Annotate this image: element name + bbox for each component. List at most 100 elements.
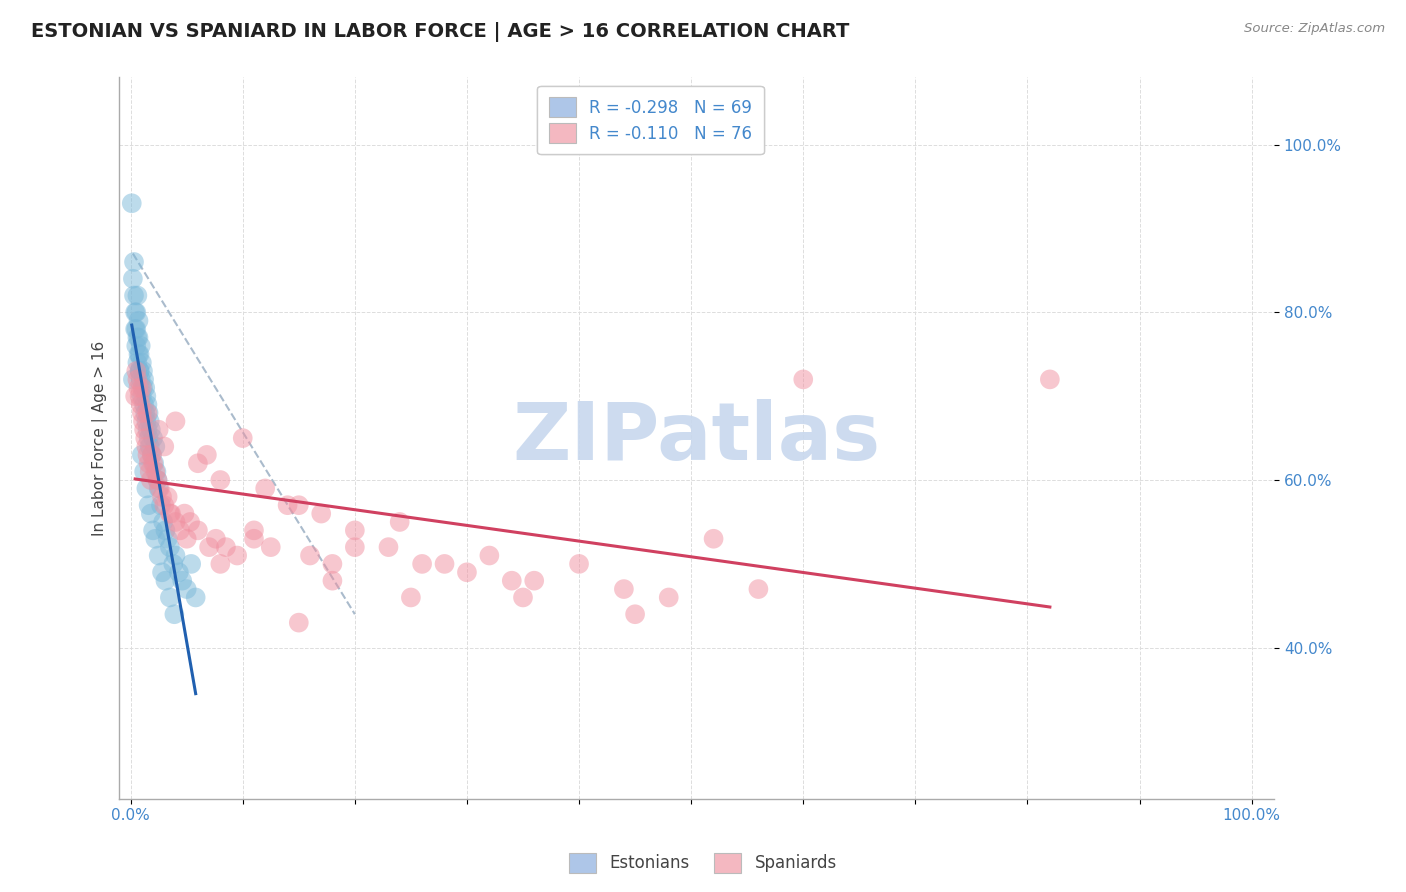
Point <box>411 557 433 571</box>
Point <box>132 423 155 437</box>
Point <box>132 465 155 479</box>
Point <box>215 540 238 554</box>
Point <box>121 196 143 211</box>
Point <box>288 498 311 512</box>
Point <box>127 288 149 302</box>
Point <box>159 540 181 554</box>
Point <box>155 524 177 538</box>
Point <box>143 532 166 546</box>
Point <box>309 507 332 521</box>
Point <box>136 448 159 462</box>
Point <box>132 372 155 386</box>
Point <box>128 389 150 403</box>
Point <box>156 532 179 546</box>
Point <box>139 423 162 437</box>
Point <box>165 414 187 428</box>
Point <box>747 582 769 596</box>
Point <box>658 591 681 605</box>
Point <box>148 423 170 437</box>
Point <box>195 448 218 462</box>
Point <box>136 398 159 412</box>
Point <box>209 473 232 487</box>
Point <box>131 406 153 420</box>
Point <box>162 557 184 571</box>
Point <box>138 456 160 470</box>
Point <box>377 540 399 554</box>
Point <box>142 431 165 445</box>
Legend: Estonians, Spaniards: Estonians, Spaniards <box>562 847 844 880</box>
Point <box>148 482 170 496</box>
Point <box>129 398 152 412</box>
Point <box>124 305 146 319</box>
Point <box>321 574 343 588</box>
Point <box>172 574 194 588</box>
Point <box>135 482 157 496</box>
Point <box>512 591 534 605</box>
Point <box>125 364 148 378</box>
Point <box>232 431 254 445</box>
Point <box>131 389 153 403</box>
Point <box>132 381 155 395</box>
Point <box>142 456 165 470</box>
Point <box>160 507 183 521</box>
Point <box>180 557 202 571</box>
Point <box>141 448 163 462</box>
Point <box>138 406 160 420</box>
Point <box>1039 372 1062 386</box>
Point <box>198 540 221 554</box>
Text: ESTONIAN VS SPANIARD IN LABOR FORCE | AGE > 16 CORRELATION CHART: ESTONIAN VS SPANIARD IN LABOR FORCE | AG… <box>31 22 849 42</box>
Point <box>138 465 160 479</box>
Point <box>478 549 501 563</box>
Point <box>165 515 187 529</box>
Point <box>128 347 150 361</box>
Point <box>167 566 190 580</box>
Point <box>433 557 456 571</box>
Point <box>143 456 166 470</box>
Point <box>128 347 150 361</box>
Point <box>122 372 145 386</box>
Point <box>138 440 160 454</box>
Point <box>568 557 591 571</box>
Text: ZIPatlas: ZIPatlas <box>513 399 882 477</box>
Point <box>139 507 162 521</box>
Point <box>149 498 172 512</box>
Point <box>135 440 157 454</box>
Point <box>456 566 478 580</box>
Y-axis label: In Labor Force | Age > 16: In Labor Force | Age > 16 <box>93 341 108 536</box>
Point <box>165 549 187 563</box>
Point <box>146 473 169 487</box>
Point <box>159 507 181 521</box>
Point <box>127 356 149 370</box>
Point <box>243 532 266 546</box>
Point <box>159 591 181 605</box>
Point <box>139 473 162 487</box>
Point <box>260 540 283 554</box>
Point <box>131 381 153 395</box>
Point <box>136 406 159 420</box>
Point <box>132 414 155 428</box>
Point <box>523 574 546 588</box>
Point <box>129 339 152 353</box>
Point <box>176 532 198 546</box>
Point <box>298 549 321 563</box>
Point <box>148 549 170 563</box>
Point <box>122 255 145 269</box>
Point <box>613 582 636 596</box>
Point <box>138 431 160 445</box>
Point <box>122 288 145 302</box>
Point <box>176 582 198 596</box>
Point <box>142 524 165 538</box>
Point <box>122 271 145 285</box>
Point <box>146 473 169 487</box>
Point <box>131 356 153 370</box>
Point <box>134 381 156 395</box>
Point <box>124 389 146 403</box>
Point <box>169 524 191 538</box>
Point <box>134 431 156 445</box>
Point <box>136 423 159 437</box>
Point <box>128 314 150 328</box>
Legend: R = -0.298   N = 69, R = -0.110   N = 76: R = -0.298 N = 69, R = -0.110 N = 76 <box>537 86 763 154</box>
Point <box>187 456 209 470</box>
Point <box>150 490 173 504</box>
Point <box>153 440 176 454</box>
